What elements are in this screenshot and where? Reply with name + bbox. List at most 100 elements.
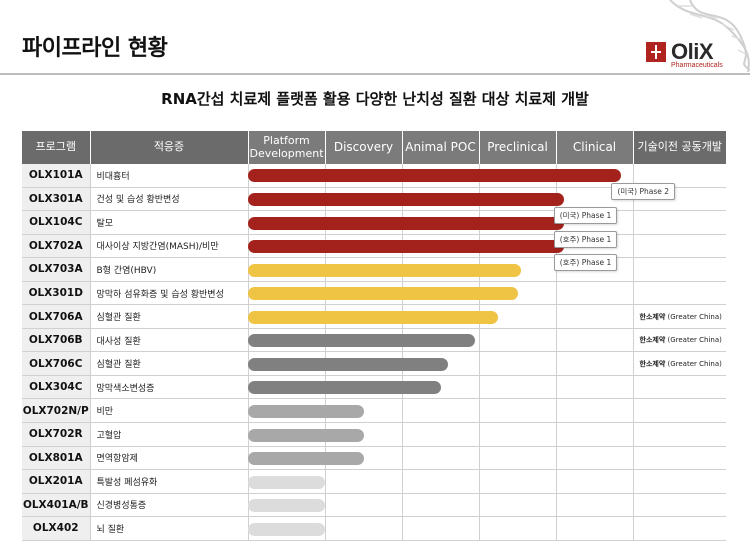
progress-bar [248,216,564,230]
progress-bar [248,286,518,300]
stage-cell [479,516,557,541]
indication-label: 고혈압 [90,422,249,447]
progress-bar [248,357,449,371]
program-code: OLX304C [22,375,91,400]
partner-cell [633,164,726,188]
stage-cell [479,398,557,424]
stage-cell [556,446,634,471]
stage-cell [556,516,634,541]
progress-bar [248,192,564,206]
stage-cell [556,375,634,400]
indication-label: 망막하 섬유화증 및 습성 황반변성 [90,281,249,306]
progress-bar [248,263,522,277]
company-logo: OliX [646,38,714,66]
progress-bar [248,428,364,442]
stage-cell [325,516,403,541]
header-divider [0,73,750,75]
partner-cell: 한소제약 (Greater China) [633,351,726,376]
indication-label: 건성 및 습성 황반변성 [90,187,249,212]
pipeline-table: 프로그램 적응증 Platform Development Discovery … [22,131,726,541]
program-code: OLX401A/B [22,493,91,518]
partner-cell [633,398,726,424]
indication-label: 심혈관 질환 [90,351,249,376]
table-row: OLX304C 망막색소변성증 [22,375,726,400]
table-row: OLX706C 심혈관 질환 한소제약 (Greater China) [22,351,726,376]
stage-cell [402,422,480,447]
stage-cell [479,446,557,471]
stage-cell [556,398,634,424]
table-row: OLX402 뇌 질환 [22,516,726,541]
stage-cell [325,398,403,424]
logo-text: OliX [671,39,714,64]
progress-bar [248,522,325,536]
stage-cell [556,469,634,494]
partner-region: (Greater China) [667,336,722,345]
indication-label: 탈모 [90,210,249,235]
phase-callout: (미국) Phase 2 [611,183,676,200]
partner-cell [633,422,726,447]
header-stage: Platform Development [248,131,326,164]
indication-label: 비대흉터 [90,164,249,188]
page-title: 파이프라인 현황 [22,36,168,61]
phase-callout: (미국) Phase 1 [553,207,618,224]
stage-cell [479,351,557,376]
dna-helix-graphic [669,0,750,72]
stage-cell [556,422,634,447]
stage-cell [479,328,557,353]
stage-cell [479,375,557,400]
progress-bar [248,451,364,465]
logo-subtext: Pharmaceuticals [671,62,723,69]
program-code: OLX301D [22,281,91,306]
progress-bar [248,475,325,489]
program-code: OLX101A [22,164,91,188]
progress-bar [248,310,499,324]
indication-label: B형 간염(HBV) [90,257,249,282]
stage-cell [402,493,480,518]
partner-cell [633,516,726,541]
progress-bar [248,380,441,394]
partner-region: (Greater China) [667,359,722,368]
stage-cell [479,422,557,447]
program-code: OLX703A [22,257,91,282]
progress-bar [248,169,622,182]
indication-label: 비만 [90,398,249,424]
program-code: OLX801A [22,446,91,471]
stage-cell [325,469,403,494]
progress-bar [248,404,364,418]
partner-name: 한소제약 [639,336,666,345]
program-code: OLX706B [22,328,91,353]
partner-cell: 한소제약 (Greater China) [633,328,726,353]
partner-region: (Greater China) [667,312,722,321]
partner-cell [633,210,726,235]
program-code: OLX702A [22,234,91,259]
partner-name: 한소제약 [639,312,666,321]
program-code: OLX402 [22,516,91,541]
stage-cell [402,398,480,424]
indication-label: 대사성 질환 [90,328,249,353]
partner-cell [633,446,726,471]
partner-cell [633,257,726,282]
indication-label: 뇌 질환 [90,516,249,541]
slide-subtitle: RNA간섭 치료제 플랫폼 활용 다양한 난치성 질환 대상 치료제 개발 [161,90,589,108]
table-row: OLX706A 심혈관 질환 한소제약 (Greater China) [22,304,726,329]
stage-cell [556,281,634,306]
indication-label: 망막색소변성증 [90,375,249,400]
partner-cell [633,281,726,306]
header-indication: 적응증 [90,131,249,164]
table-row: OLX201A 특발성 폐섬유화 [22,469,726,494]
stage-cell [556,304,634,329]
header-stage: Animal POC [402,131,480,164]
stage-cell [402,516,480,541]
indication-label: 심혈관 질환 [90,304,249,329]
stage-cell [402,446,480,471]
indication-label: 신경병성통증 [90,493,249,518]
partner-cell [633,234,726,259]
stage-cell [325,493,403,518]
header-program: 프로그램 [22,131,91,164]
program-code: OLX104C [22,210,91,235]
indication-label: 대사이상 지방간염(MASH)/비만 [90,234,249,259]
table-row: OLX801A 면역항암제 [22,446,726,471]
phase-callout: (호주) Phase 1 [553,254,618,271]
stage-cell [402,469,480,494]
progress-bar [248,333,476,347]
